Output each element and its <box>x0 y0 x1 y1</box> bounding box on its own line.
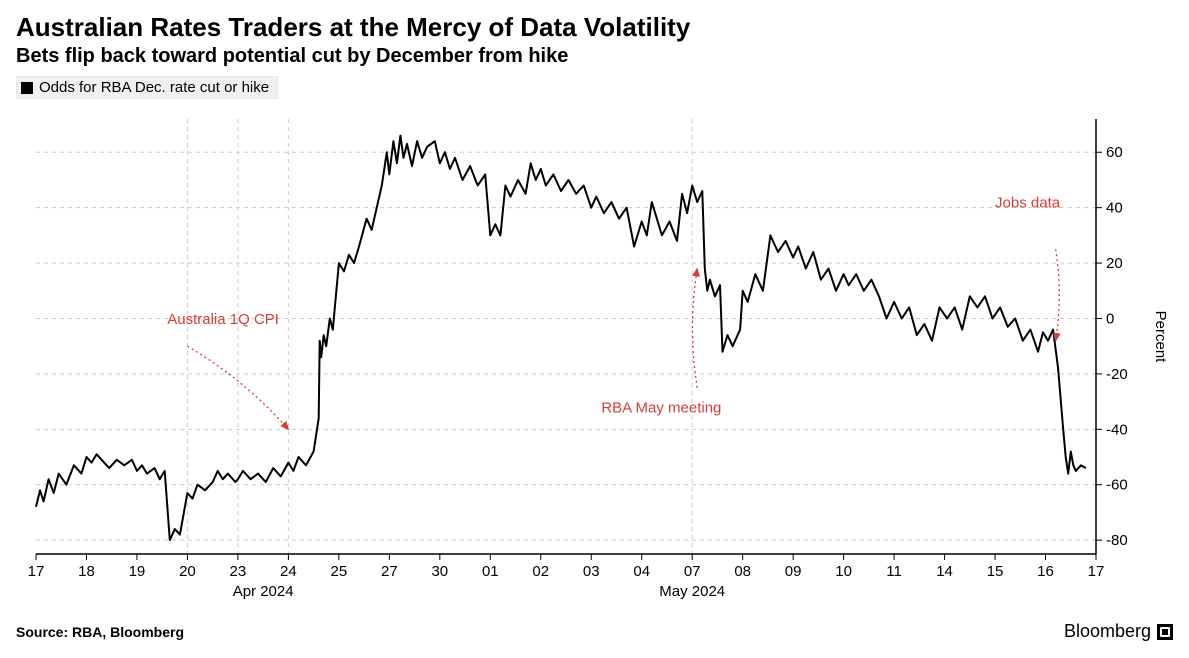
svg-text:09: 09 <box>785 563 802 580</box>
svg-text:-20: -20 <box>1106 366 1128 383</box>
svg-text:0: 0 <box>1106 310 1114 327</box>
brand-logo: Bloomberg <box>1064 621 1173 642</box>
svg-text:01: 01 <box>482 563 499 580</box>
legend: Odds for RBA Dec. rate cut or hike <box>16 76 278 99</box>
svg-text:17: 17 <box>28 563 45 580</box>
svg-text:19: 19 <box>129 563 146 580</box>
brand-text: Bloomberg <box>1064 621 1151 642</box>
legend-swatch <box>21 82 33 94</box>
svg-text:Jobs data: Jobs data <box>995 195 1061 212</box>
svg-text:08: 08 <box>734 563 751 580</box>
svg-text:04: 04 <box>633 563 650 580</box>
svg-text:Apr 2024: Apr 2024 <box>233 583 294 600</box>
svg-text:15: 15 <box>987 563 1004 580</box>
chart-plot: -80-60-40-200204060171819202324252730010… <box>16 99 1173 619</box>
svg-text:03: 03 <box>583 563 600 580</box>
svg-text:RBA May meeting: RBA May meeting <box>601 400 721 417</box>
svg-text:14: 14 <box>936 563 953 580</box>
svg-text:-60: -60 <box>1106 477 1128 494</box>
svg-text:27: 27 <box>381 563 398 580</box>
chart-svg: -80-60-40-200204060171819202324252730010… <box>16 99 1173 619</box>
svg-text:18: 18 <box>78 563 95 580</box>
svg-text:23: 23 <box>230 563 247 580</box>
svg-text:-40: -40 <box>1106 421 1128 438</box>
svg-text:02: 02 <box>532 563 549 580</box>
svg-text:Percent: Percent <box>1152 311 1169 364</box>
svg-text:60: 60 <box>1106 144 1123 161</box>
svg-text:30: 30 <box>431 563 448 580</box>
svg-text:17: 17 <box>1088 563 1105 580</box>
svg-text:16: 16 <box>1037 563 1054 580</box>
svg-text:May 2024: May 2024 <box>659 583 725 600</box>
svg-text:24: 24 <box>280 563 297 580</box>
svg-text:20: 20 <box>179 563 196 580</box>
legend-label: Odds for RBA Dec. rate cut or hike <box>39 79 269 96</box>
chart-footer: Source: RBA, Bloomberg Bloomberg <box>16 621 1173 642</box>
svg-text:11: 11 <box>886 563 902 580</box>
svg-text:-80: -80 <box>1106 532 1128 549</box>
chart-title: Australian Rates Traders at the Mercy of… <box>16 12 1173 43</box>
svg-text:10: 10 <box>835 563 852 580</box>
svg-text:Australia 1Q CPI: Australia 1Q CPI <box>167 311 279 328</box>
svg-text:25: 25 <box>331 563 348 580</box>
chart-subtitle: Bets flip back toward potential cut by D… <box>16 45 1173 68</box>
chart-container: Australian Rates Traders at the Mercy of… <box>0 0 1189 658</box>
brand-icon <box>1157 624 1173 640</box>
svg-text:20: 20 <box>1106 255 1123 272</box>
svg-text:40: 40 <box>1106 200 1123 217</box>
source-label: Source: RBA, Bloomberg <box>16 624 184 640</box>
svg-text:07: 07 <box>684 563 701 580</box>
